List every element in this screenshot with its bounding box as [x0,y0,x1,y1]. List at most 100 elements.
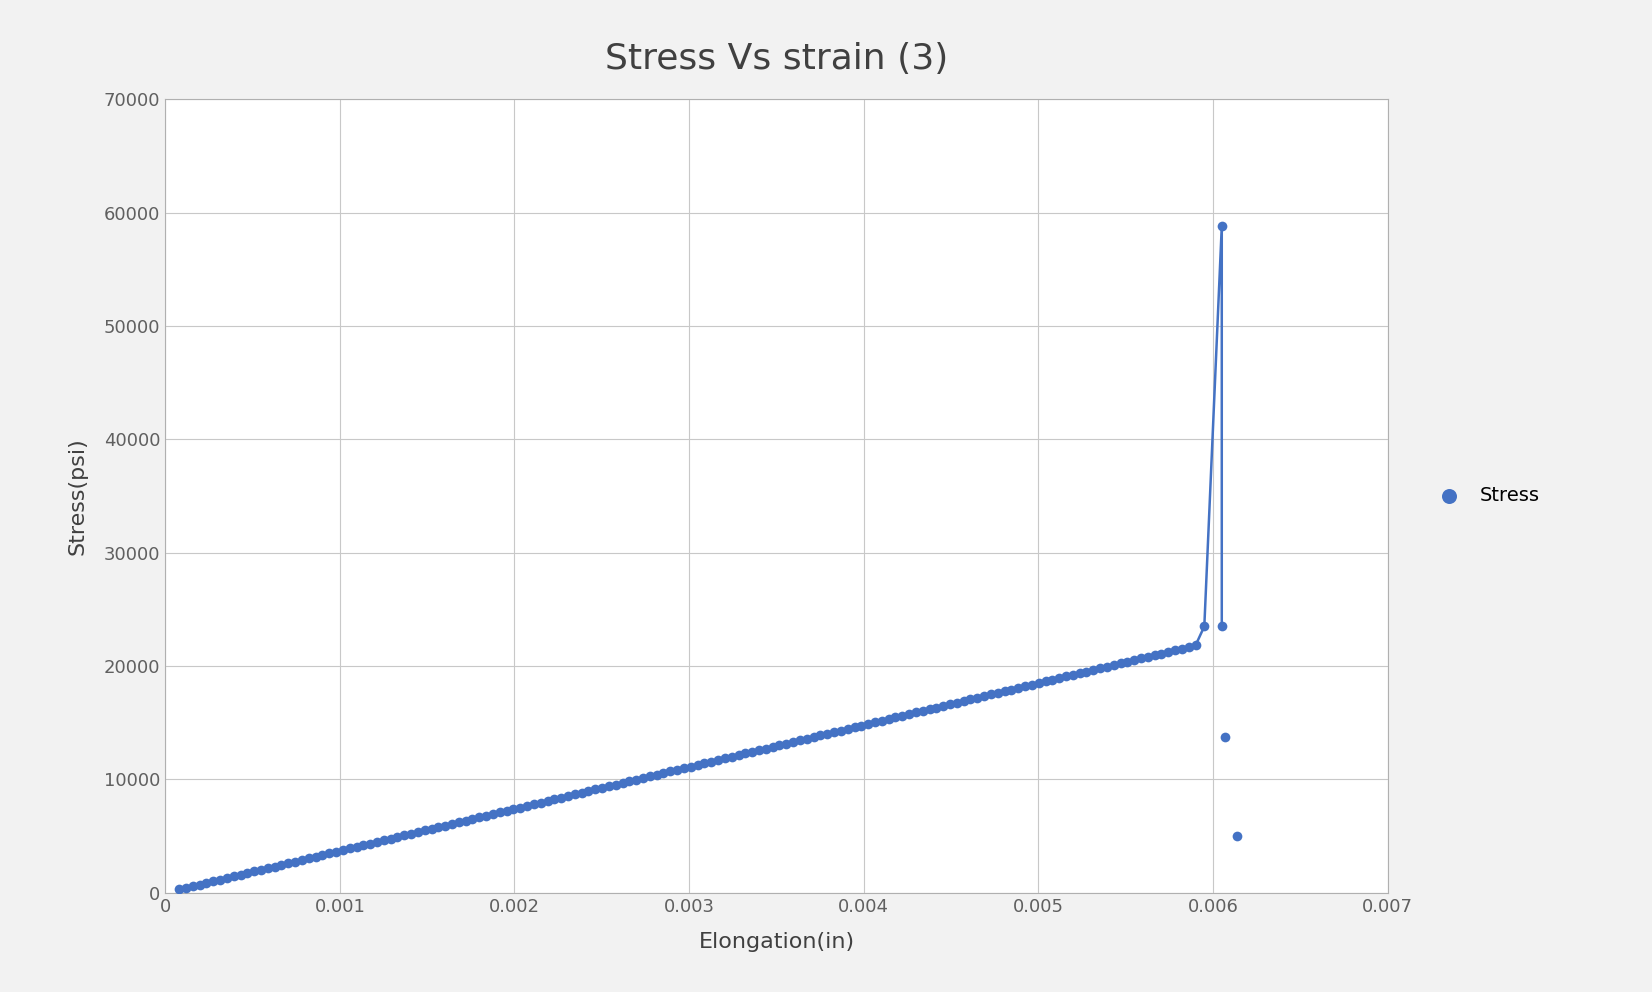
Point [664,762,691,778]
Point [562,787,588,803]
Point [636,769,662,785]
Point [780,734,806,750]
Point [302,849,329,865]
Point [767,737,793,753]
Point [1087,661,1113,677]
Point [276,855,302,871]
Point [235,865,261,881]
Point [684,757,710,773]
Point [1052,669,1079,684]
Point [882,709,909,725]
Point [651,765,677,781]
Point [1161,642,1188,658]
Point [834,721,861,737]
Point [1224,828,1251,844]
Point [623,772,649,788]
Point [671,760,697,776]
Point [1039,672,1066,687]
Point [568,785,595,801]
Point [1113,654,1140,670]
Point [1004,680,1031,695]
Point [1183,638,1209,654]
Point [248,862,274,878]
Point [1011,679,1037,694]
Point [1074,664,1100,680]
Point [282,854,309,870]
Point [1148,646,1175,662]
Point [991,683,1018,699]
Point [814,726,841,742]
Point [978,686,1004,702]
Point [261,858,287,874]
Point [1168,641,1194,657]
Point [582,782,608,798]
Point [808,727,834,743]
Point [1032,674,1059,689]
Point [370,832,396,848]
Point [398,825,425,841]
Point [930,698,957,714]
Point [1019,677,1046,692]
Point [350,837,377,853]
Point [1176,639,1203,655]
Point [1046,671,1072,686]
Point [425,819,451,835]
Point [514,798,540,813]
Point [596,779,623,795]
Point [228,867,254,883]
Y-axis label: Stress(psi): Stress(psi) [68,437,88,555]
Point [753,741,780,757]
Point [998,682,1024,697]
Point [446,814,472,830]
Point [1122,652,1148,668]
Point [316,845,342,861]
Point [392,827,418,843]
Point [965,689,991,705]
Point [691,755,717,771]
Point [828,722,854,738]
Point [193,875,220,891]
Point [453,812,479,828]
Point [200,873,226,889]
Point [296,850,322,866]
Point [431,817,458,833]
Point [588,780,615,796]
Point [466,809,492,825]
Point [330,842,357,858]
Point [1209,618,1236,634]
Point [494,803,520,818]
Point [1094,659,1120,675]
Point [165,882,192,898]
Point [1107,656,1133,672]
Point [405,824,431,840]
Point [479,806,506,822]
Point [786,732,813,748]
Point [439,816,466,832]
Point [220,868,246,884]
Point [472,807,499,823]
Point [459,811,486,827]
Point [322,844,349,860]
Point [985,684,1011,700]
Point [793,731,819,747]
Point [869,712,895,728]
Point [337,840,363,856]
Point [213,870,240,886]
Point [971,688,998,704]
Point [725,747,752,763]
X-axis label: Elongation(in): Elongation(in) [699,932,854,952]
Point [719,749,745,765]
Point [644,767,671,783]
Point [411,822,438,838]
Point [1135,649,1161,665]
Point [616,774,643,790]
Point [1191,618,1218,634]
Point [773,736,800,752]
Point [241,863,268,879]
Point [876,711,902,727]
Point [363,834,390,850]
Point [917,701,943,717]
Point [910,703,937,719]
Point [745,742,771,758]
Point [705,752,732,768]
